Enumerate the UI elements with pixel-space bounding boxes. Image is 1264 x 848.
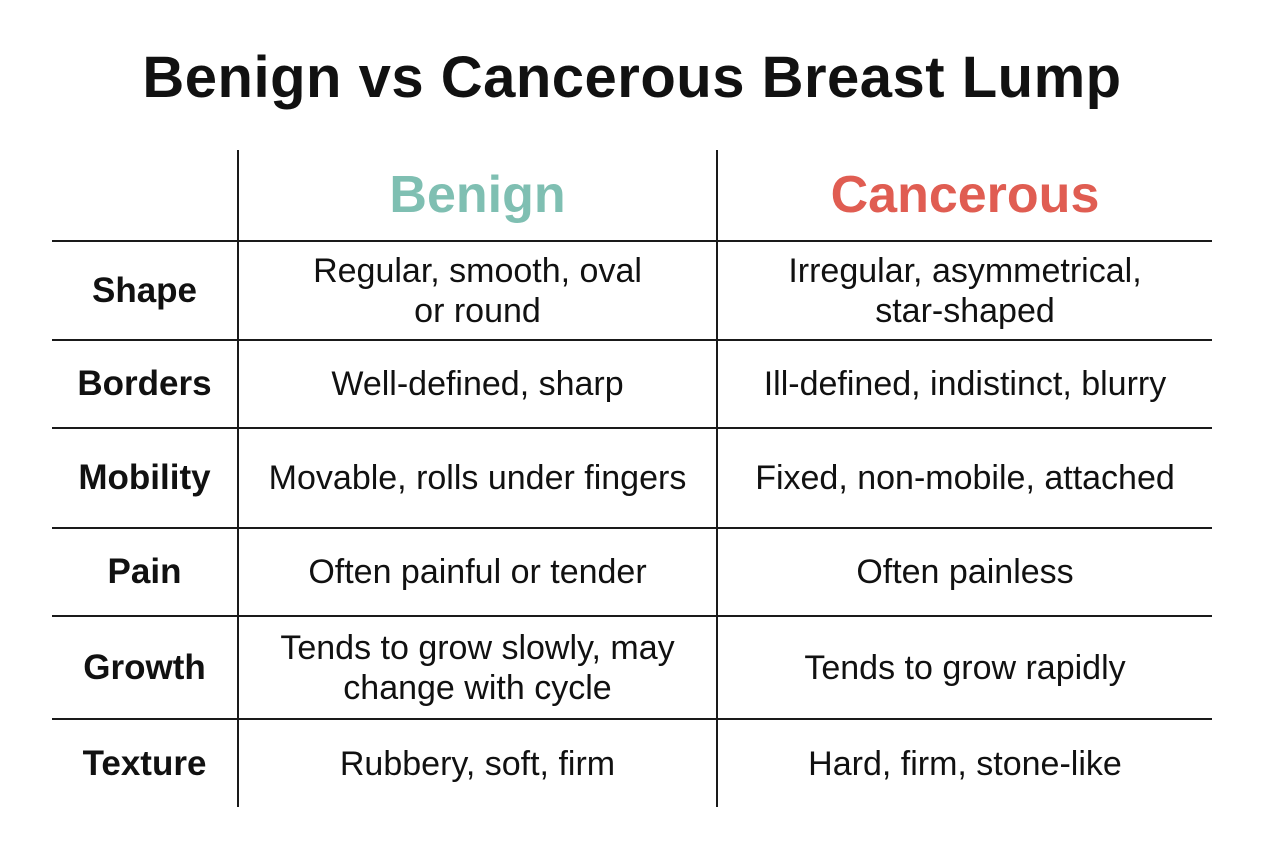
cell-growth-benign: Tends to grow slowly, may change with cy…	[280, 628, 675, 707]
divider-horizontal-3	[52, 427, 1212, 429]
row-label-shape: Shape	[91, 270, 198, 310]
cell-texture-cancerous: Hard, firm, stone-like	[808, 744, 1122, 783]
divider-horizontal-4	[52, 527, 1212, 529]
row-label-pain: Pain	[107, 552, 182, 591]
row-label-growth: Growth	[83, 647, 206, 687]
divider-vertical-1	[237, 150, 239, 807]
divider-vertical-2	[716, 150, 718, 807]
row-label-borders: Borders	[77, 364, 212, 403]
divider-horizontal-2	[52, 339, 1212, 341]
cell-growth-cancerous: Tends to grow rapidly	[804, 648, 1126, 687]
column-header-benign: Benign	[389, 166, 566, 224]
row-label-mobility: Mobility	[78, 458, 211, 497]
divider-horizontal-6	[52, 718, 1212, 720]
cell-pain-benign: Often painful or tender	[308, 553, 647, 591]
cell-shape-benign: Regular, smooth, oval or round	[313, 251, 642, 330]
row-label-texture: Texture	[82, 743, 207, 783]
cell-pain-cancerous: Often painless	[856, 553, 1074, 591]
divider-horizontal-5	[52, 615, 1212, 617]
cell-mobility-cancerous: Fixed, non-mobile, attached	[755, 459, 1175, 497]
cell-shape-cancerous: Irregular, asymmetrical, star-shaped	[788, 251, 1142, 330]
cell-borders-cancerous: Ill-defined, indistinct, blurry	[763, 365, 1167, 403]
cell-borders-benign: Well-defined, sharp	[331, 365, 624, 403]
page-title: Benign vs Cancerous Breast Lump	[142, 45, 1122, 110]
divider-horizontal-1	[52, 240, 1212, 242]
cell-mobility-benign: Movable, rolls under fingers	[268, 459, 687, 497]
cell-texture-benign: Rubbery, soft, firm	[339, 744, 616, 783]
column-header-cancerous: Cancerous	[830, 166, 1100, 224]
